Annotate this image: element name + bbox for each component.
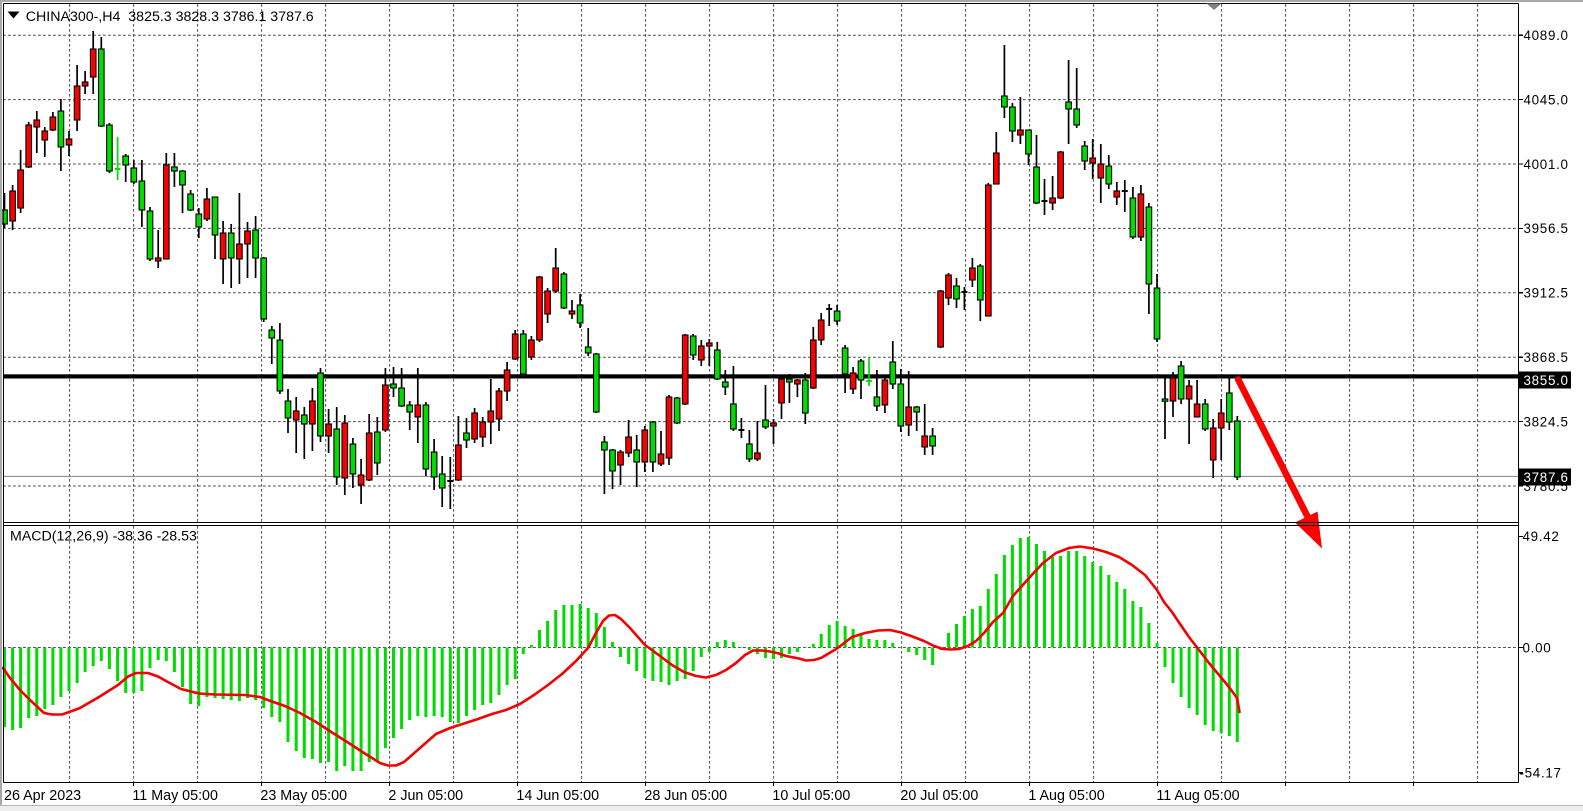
svg-text:23 May 05:00: 23 May 05:00 xyxy=(260,788,347,804)
svg-text:3956.5: 3956.5 xyxy=(1524,221,1569,236)
svg-text:20 Jul 05:00: 20 Jul 05:00 xyxy=(900,788,978,804)
svg-text:10 Jul 05:00: 10 Jul 05:00 xyxy=(772,788,850,804)
svg-text:CHINA300-,H4 3825.3 3828.3 37: CHINA300-,H4 3825.3 3828.3 3786.1 3787.6 xyxy=(26,9,314,25)
svg-text:MACD(12,26,9) -38.36 -28.53: MACD(12,26,9) -38.36 -28.53 xyxy=(10,529,197,545)
svg-text:2 Jun 05:00: 2 Jun 05:00 xyxy=(388,788,463,804)
svg-text:3912.5: 3912.5 xyxy=(1524,286,1569,301)
svg-text:3787.6: 3787.6 xyxy=(1524,470,1569,485)
svg-text:28 Jun 05:00: 28 Jun 05:00 xyxy=(644,788,727,804)
svg-text:-54.17: -54.17 xyxy=(1520,766,1562,781)
svg-text:4045.0: 4045.0 xyxy=(1524,92,1569,107)
svg-text:0.00: 0.00 xyxy=(1523,641,1552,656)
svg-text:49.42: 49.42 xyxy=(1523,529,1560,544)
svg-text:4089.0: 4089.0 xyxy=(1524,28,1569,43)
svg-text:4001.0: 4001.0 xyxy=(1524,157,1569,172)
svg-text:3868.5: 3868.5 xyxy=(1524,350,1569,365)
svg-text:3855.0: 3855.0 xyxy=(1524,373,1569,388)
svg-text:11 May 05:00: 11 May 05:00 xyxy=(132,788,218,804)
svg-text:11 Aug 05:00: 11 Aug 05:00 xyxy=(1156,788,1239,804)
svg-text:3824.5: 3824.5 xyxy=(1524,414,1569,429)
svg-text:14 Jun 05:00: 14 Jun 05:00 xyxy=(516,788,599,804)
svg-text:3780.5: 3780.5 xyxy=(1524,479,1569,494)
svg-text:26 Apr 2023: 26 Apr 2023 xyxy=(4,788,81,804)
svg-text:1 Aug 05:00: 1 Aug 05:00 xyxy=(1028,788,1104,804)
